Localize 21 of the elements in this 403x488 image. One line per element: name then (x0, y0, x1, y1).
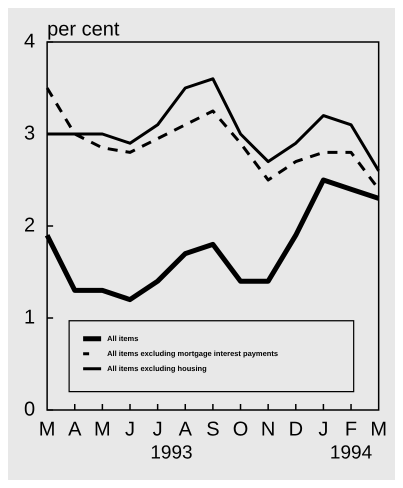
text: 1994 (330, 442, 373, 464)
x-tick-label: S (206, 418, 220, 441)
x-tick-label: O (232, 418, 248, 441)
x-tick-label: M (94, 418, 111, 441)
x-tick-label: A (178, 418, 193, 441)
x-tick-label: M (370, 418, 388, 441)
x-tick-label: J (318, 418, 328, 441)
y-axis-title: per cent (47, 18, 120, 41)
y-tick-label: 1 (24, 306, 36, 329)
x-tick-label: N (260, 418, 276, 441)
x-tick-label: M (38, 418, 56, 441)
text: 1993 (150, 442, 193, 464)
x-tick-label: J (125, 418, 136, 441)
y-tick-label: 4 (24, 30, 36, 53)
x-tick-label: F (344, 418, 358, 441)
x-tick-label: J (152, 418, 163, 441)
x-tick-label: D (288, 418, 304, 441)
y-tick-label: 0 (24, 398, 36, 421)
x-tick-label: A (68, 418, 82, 441)
y-tick-label: 3 (24, 122, 36, 145)
y-tick-label: 2 (24, 214, 36, 237)
